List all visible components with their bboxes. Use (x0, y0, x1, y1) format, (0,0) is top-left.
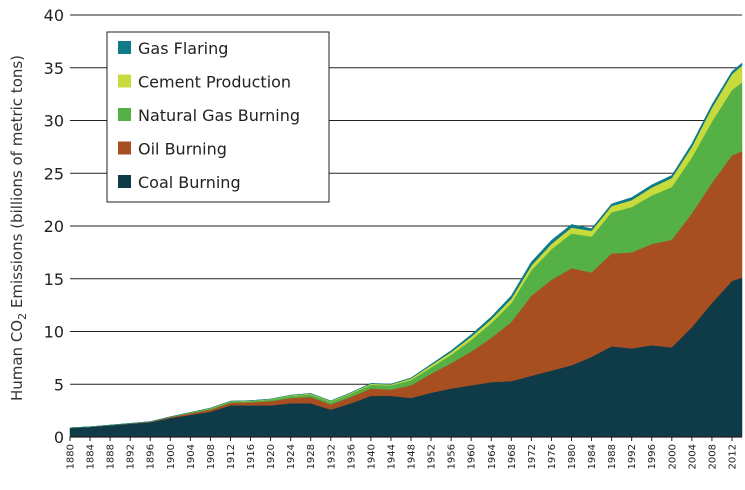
legend-swatch-gas-flaring (118, 41, 131, 54)
x-tick-label: 1916 (246, 444, 257, 469)
legend-swatch-natural-gas-burning (118, 108, 131, 121)
x-tick-label: 1912 (226, 444, 237, 469)
x-tick-label: 1964 (487, 444, 498, 469)
legend-swatch-oil-burning (118, 141, 131, 155)
y-tick-label: 5 (54, 375, 64, 394)
x-tick-label: 1996 (647, 444, 658, 469)
x-tick-label: 1944 (386, 444, 397, 469)
x-tick-label: 1880 (66, 444, 77, 469)
y-tick-label: 35 (44, 59, 64, 78)
x-tick-label: 1940 (366, 444, 377, 469)
y-axis-label: Human CO2 Emissions (billions of metric … (8, 55, 29, 401)
x-tick-label: 1976 (547, 444, 558, 469)
x-tick-label: 1884 (86, 444, 97, 469)
x-tick-label: 1928 (306, 444, 317, 469)
x-tick-label: 2012 (727, 444, 738, 469)
legend-label-coal-burning: Coal Burning (138, 173, 241, 192)
x-tick-label: 1968 (507, 444, 518, 469)
legend-swatch-cement-production (118, 74, 131, 88)
x-tick-label: 1900 (166, 444, 177, 469)
x-tick-label: 1956 (447, 444, 458, 469)
legend: Gas Flaring Cement Production Natural Gas … (106, 31, 330, 203)
x-tick-label: 1952 (427, 444, 438, 469)
x-tick-label: 1984 (587, 444, 598, 469)
x-tick-label: 1992 (627, 444, 638, 469)
x-tick-label: 2000 (667, 444, 678, 469)
x-tick-label: 1892 (126, 444, 137, 469)
y-tick-label: 20 (44, 217, 64, 236)
axes: 0 5 10 15 20 25 30 35 40 1880 1884 1888 1892 1896 1900… (44, 6, 742, 469)
y-tick-label: 40 (44, 6, 64, 25)
y-tick-label: 10 (44, 323, 64, 342)
area-gas-flaring (69, 62, 743, 429)
x-tick-label: 1988 (607, 444, 618, 469)
x-tick-label: 1980 (567, 444, 578, 469)
x-tick-label: 1972 (527, 444, 538, 469)
x-tick-label: 1908 (206, 444, 217, 469)
y-tick-label: 0 (54, 428, 64, 447)
x-tick-label: 1960 (467, 444, 478, 469)
y-tick-label: 25 (44, 164, 64, 183)
legend-box (106, 31, 330, 203)
legend-label-gas-flaring: Gas Flaring (138, 39, 228, 58)
x-tick-label: 2004 (687, 444, 698, 469)
x-tick-label: 1920 (266, 444, 277, 469)
y-tick-label: 15 (44, 270, 64, 289)
x-tick-label: 1932 (326, 444, 337, 469)
x-tick-label: 1896 (146, 444, 157, 469)
legend-swatch-coal-burning (118, 175, 131, 188)
legend-label-natural-gas-burning: Natural Gas Burning (138, 106, 300, 125)
legend-label-cement-production: Cement Production (138, 73, 291, 92)
x-tick-label: 1948 (407, 444, 418, 469)
area-series (69, 62, 743, 438)
y-tick-label: 30 (44, 112, 64, 131)
x-tick-label: 1924 (286, 444, 297, 469)
x-tick-label: 2008 (707, 444, 718, 469)
x-tick-label: 1904 (186, 444, 197, 469)
x-tick-label: 1936 (346, 444, 357, 469)
x-tick-label: 1888 (106, 444, 117, 469)
legend-label-oil-burning: Oil Burning (138, 140, 227, 159)
